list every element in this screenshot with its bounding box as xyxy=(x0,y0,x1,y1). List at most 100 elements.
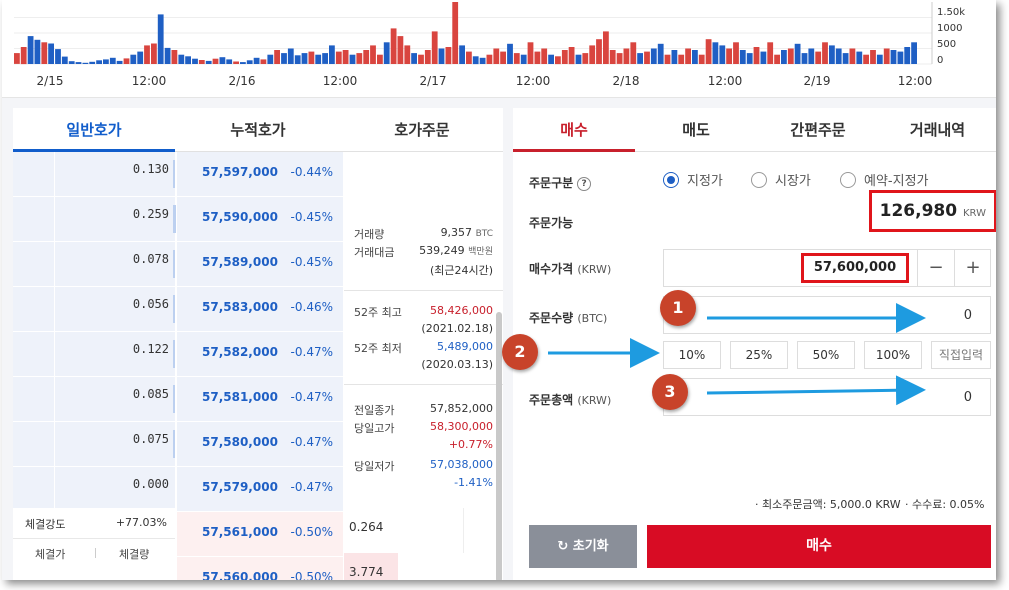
order-type-label: 주문구분? xyxy=(529,174,592,191)
tab-sell[interactable]: 매도 xyxy=(682,121,710,139)
volume-bar xyxy=(260,59,267,64)
volume-bar xyxy=(89,61,96,64)
volume-bar xyxy=(459,45,465,64)
volume-bar xyxy=(822,42,828,64)
ask-price[interactable]: 57,579,000 xyxy=(202,480,278,494)
tab-cumulative-quote[interactable]: 누적호가 xyxy=(230,121,286,139)
price-minus-button[interactable]: − xyxy=(917,250,954,286)
change-rate: -0.47% xyxy=(290,345,333,359)
orderbook-row[interactable]: 0.000 57,579,000 -0.47% xyxy=(13,467,343,512)
prev-close-value: 57,852,000 xyxy=(430,402,493,415)
orderbook-row[interactable]: 0.130 57,597,000 -0.44% xyxy=(13,152,343,197)
volume-bar xyxy=(383,42,390,64)
volume-bar xyxy=(274,50,280,64)
radio-reserve-limit[interactable]: 예약-지정가 xyxy=(840,170,929,189)
volume-bar xyxy=(397,36,404,64)
change-rate: -0.50% xyxy=(290,570,333,580)
volume-bar xyxy=(151,43,157,64)
bid-quantities: 0.264 3.774 xyxy=(344,508,503,580)
orderbook-scrollbar[interactable] xyxy=(496,312,502,580)
orderbook-row[interactable]: 0.259 57,590,000 -0.45% xyxy=(13,197,343,242)
volume-bar xyxy=(226,59,233,64)
price-label: 매수가격 (KRW) xyxy=(529,262,612,276)
volume-bar xyxy=(68,61,75,64)
tab-quote-order[interactable]: 호가주문 xyxy=(394,121,450,139)
volume-bar xyxy=(130,54,137,64)
pct-25-button[interactable]: 25% xyxy=(730,341,788,369)
radio-limit[interactable]: 지정가 xyxy=(663,170,723,189)
pct-50-button[interactable]: 50% xyxy=(797,341,855,369)
orderbook-row[interactable]: 0.122 57,582,000 -0.47% xyxy=(13,332,343,377)
ask-quantity: 0.056 xyxy=(132,297,169,311)
volume-bar xyxy=(603,31,609,64)
change-rate: -0.45% xyxy=(290,255,333,269)
amount-unit: 백만원 xyxy=(468,247,493,257)
volume-bar xyxy=(513,53,520,64)
volume-bar xyxy=(294,55,301,64)
ask-quantity: 0.122 xyxy=(132,342,169,356)
bid-quantity: 3.774 xyxy=(349,565,384,579)
orderbook-row[interactable]: 0.075 57,580,000 -0.47% xyxy=(13,422,343,467)
volume-bars xyxy=(14,2,933,65)
high52-value: 58,426,000 xyxy=(430,304,493,317)
ask-price[interactable]: 57,580,000 xyxy=(202,435,278,449)
price-input[interactable]: 57,600,000 − + xyxy=(663,249,991,287)
help-icon[interactable]: ? xyxy=(577,177,592,191)
market-info: 거래량 9,357 BTC 거래대금 539,249 백만원 (최근24시간) 52… xyxy=(344,152,503,508)
ask-price[interactable]: 57,583,000 xyxy=(202,300,278,314)
ask-price[interactable]: 57,597,000 xyxy=(202,165,278,179)
volume-bar xyxy=(424,50,431,64)
ask-price[interactable]: 57,582,000 xyxy=(202,345,278,359)
bid-quantity: 0.264 xyxy=(349,520,384,534)
order-panel: 매수 매도 간편주문 거래내역 주문구분? 지정가 시장가 예약-지정가 주문가… xyxy=(513,108,996,580)
volume-bar xyxy=(596,39,602,64)
tab-simple-order[interactable]: 간편주문 xyxy=(790,121,846,139)
y-label: 1000 xyxy=(937,23,963,34)
volume-bar xyxy=(246,60,253,64)
orderbook-row[interactable]: 0.078 57,589,000 -0.45% xyxy=(13,242,343,287)
pct-10-button[interactable]: 10% xyxy=(663,341,721,369)
volume-bar xyxy=(664,54,671,64)
ask-price[interactable]: 57,581,000 xyxy=(202,390,278,404)
direct-input-button[interactable]: 직접입력 xyxy=(931,341,991,369)
volume-bar xyxy=(103,59,109,64)
day-low-label: 당일저가 xyxy=(354,460,395,473)
volume-bar xyxy=(808,48,815,64)
price-plus-button[interactable]: + xyxy=(954,250,991,286)
volume-bar xyxy=(897,51,904,64)
volume-bar xyxy=(555,56,561,65)
volume-bar xyxy=(911,42,917,64)
tab-buy[interactable]: 매수 xyxy=(513,108,635,152)
orderbook-row[interactable]: 0.085 57,581,000 -0.47% xyxy=(13,377,343,422)
ask-price[interactable]: 57,590,000 xyxy=(202,210,278,224)
volume-bar xyxy=(335,51,342,64)
orderbook-row[interactable]: 57,560,000 -0.50% xyxy=(13,557,343,580)
x-label: 12:00 xyxy=(707,74,743,88)
total-input[interactable]: 0 xyxy=(663,378,991,416)
bid-price[interactable]: 57,561,000 xyxy=(202,525,278,539)
volume-bar xyxy=(815,51,822,64)
tab-trade-history[interactable]: 거래내역 xyxy=(909,121,966,139)
quantity-input[interactable]: 0 xyxy=(663,296,991,334)
tab-normal-quote[interactable]: 일반호가 xyxy=(13,108,175,152)
buy-button[interactable]: 매수 xyxy=(647,525,991,568)
volume-bar xyxy=(41,42,48,64)
volume-bar xyxy=(548,54,554,64)
volume-bar xyxy=(479,57,486,64)
bid-price[interactable]: 57,560,000 xyxy=(202,570,278,580)
x-label: 2/18 xyxy=(612,74,640,88)
price-value: 57,600,000 xyxy=(801,253,909,283)
ask-price[interactable]: 57,589,000 xyxy=(202,255,278,269)
prev-close-label: 전일종가 xyxy=(354,404,395,417)
volume-bar xyxy=(34,39,41,64)
total-label: 주문총액 (KRW) xyxy=(529,393,612,407)
orderbook-tabs: 일반호가 누적호가 호가주문 xyxy=(13,108,503,152)
orderbook-row[interactable]: 57,561,000 -0.50% xyxy=(13,512,343,557)
volume-bar xyxy=(760,51,767,64)
orderbook-row[interactable]: 0.056 57,583,000 -0.46% xyxy=(13,287,343,332)
pct-100-button[interactable]: 100% xyxy=(864,341,922,369)
change-rate: -0.47% xyxy=(290,390,333,404)
reset-button[interactable]: ↻ 초기화 xyxy=(529,525,637,568)
volume-bar xyxy=(356,53,363,64)
radio-market[interactable]: 시장가 xyxy=(751,170,811,189)
